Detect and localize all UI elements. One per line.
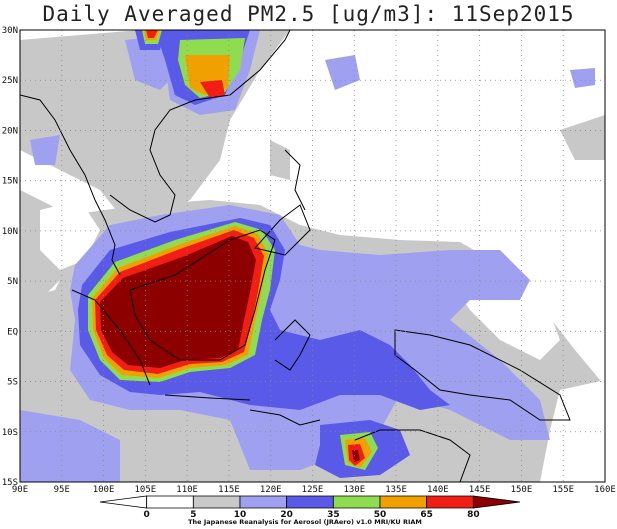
lon-tick-label: 120E xyxy=(260,485,282,495)
colorbar-level-label: 5 xyxy=(190,510,196,520)
lat-tick-label: 20N xyxy=(2,126,18,136)
lat-lon-grid xyxy=(20,30,605,482)
lat-tick-label: 30N xyxy=(2,26,18,36)
lat-tick-label: 15N xyxy=(2,177,18,187)
lon-tick-label: 150E xyxy=(511,485,533,495)
lon-tick-label: 160E xyxy=(594,485,616,495)
colorbar-level-label: 50 xyxy=(374,510,387,520)
lat-tick-label: 10N xyxy=(2,227,18,237)
colorbar-swatch xyxy=(192,495,241,509)
colorbar: 0 5 10 20 35 50 65 80 xyxy=(99,495,521,520)
colorbar-swatch xyxy=(332,495,381,509)
colorbar-swatch xyxy=(472,495,521,509)
colorbar-level-label: 80 xyxy=(467,510,480,520)
lat-tick-label: 5S xyxy=(7,378,18,388)
lon-tick-label: 145E xyxy=(469,485,491,495)
colorbar-swatch xyxy=(146,495,194,509)
lon-tick-label: 130E xyxy=(343,485,365,495)
lat-tick-label: EQ xyxy=(7,327,18,337)
lon-tick-label: 90E xyxy=(12,485,28,495)
lon-tick-label: 125E xyxy=(302,485,324,495)
map-title: Daily Averaged PM2.5 [ug/m3]: 11Sep2015 xyxy=(42,2,575,26)
longitude-labels: 90E 95E 100E 105E 110E 115E 120E 125E 130E 135E 14… xyxy=(12,485,616,495)
lon-tick-label: 155E xyxy=(552,485,574,495)
lat-tick-label: 10S xyxy=(2,428,18,438)
credit-text: The Japanese Reanalysis for Aerosol (JRA… xyxy=(188,518,422,526)
colorbar-level-label: 35 xyxy=(327,510,340,520)
colorbar-level-label: 20 xyxy=(280,510,293,520)
lon-tick-label: 95E xyxy=(54,485,70,495)
coastlines xyxy=(20,30,571,482)
latitude-labels: 30N 25N 20N 15N 10N 5N EQ 5S 10S 15S xyxy=(2,26,18,488)
level-over-80-region xyxy=(100,236,360,462)
colorbar-swatch xyxy=(426,495,474,509)
lat-tick-label: 15S xyxy=(2,478,18,488)
colorbar-swatch xyxy=(239,495,288,509)
lon-tick-label: 110E xyxy=(176,485,198,495)
colorbar-swatch xyxy=(99,495,148,509)
colorbar-level-label: 0 xyxy=(144,510,150,520)
lon-tick-label: 115E xyxy=(218,485,240,495)
map-frame xyxy=(19,29,606,483)
lon-tick-label: 100E xyxy=(93,485,115,495)
lon-tick-label: 105E xyxy=(135,485,157,495)
lat-tick-label: 5N xyxy=(7,277,18,287)
lon-tick-label: 140E xyxy=(427,485,449,495)
colorbar-swatch xyxy=(286,495,334,509)
lon-tick-label: 135E xyxy=(385,485,407,495)
colorbar-level-label: 10 xyxy=(234,510,247,520)
colorbar-swatch xyxy=(379,495,428,509)
lat-tick-label: 25N xyxy=(2,76,18,86)
colorbar-level-label: 65 xyxy=(420,510,433,520)
